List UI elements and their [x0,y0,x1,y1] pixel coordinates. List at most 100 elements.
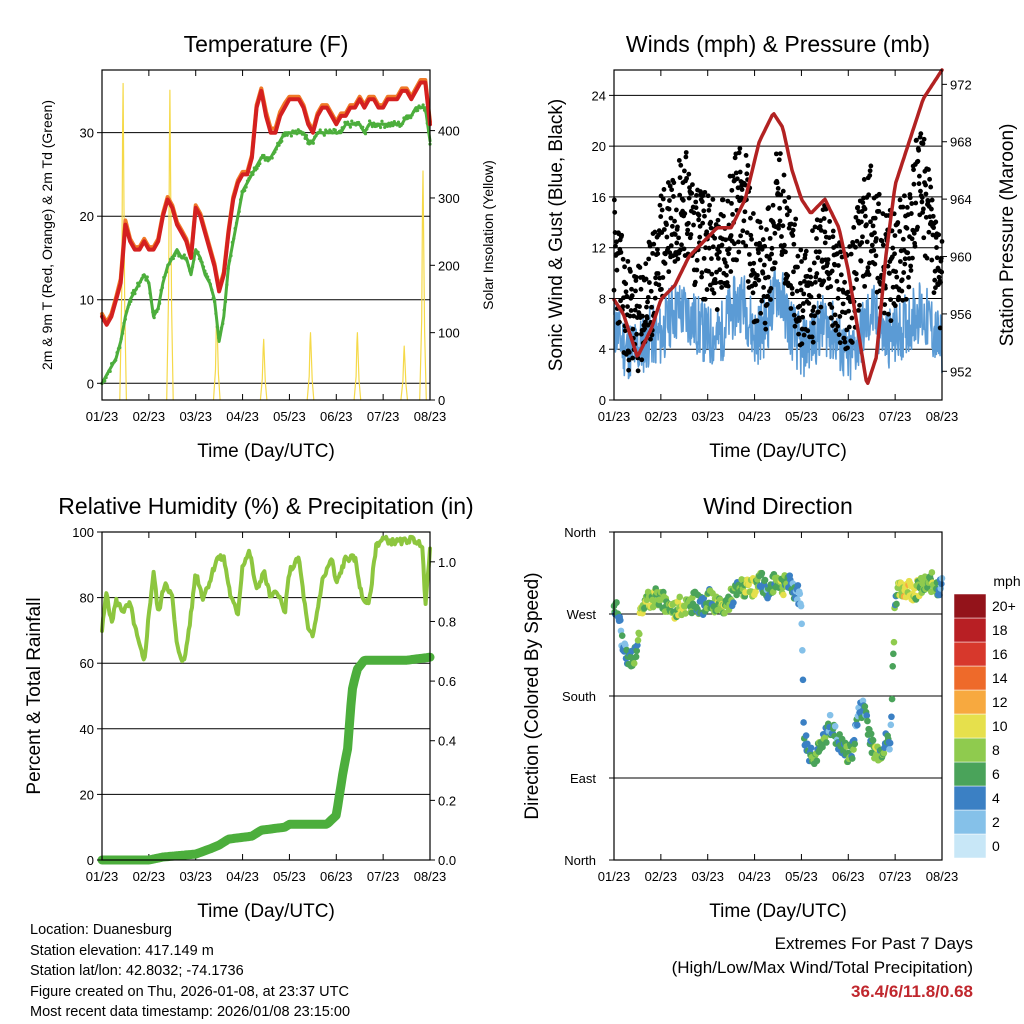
dewpoint-point-40 [155,309,159,314]
gust-point-114 [653,275,658,281]
dewpoint-point-162 [322,133,326,137]
x-tick-label-0-0: 01/23 [86,409,119,424]
gust-point-628 [840,301,846,307]
gust-point-879 [932,277,938,283]
gust-point-845 [919,195,925,200]
direction-point-239 [761,576,769,584]
gust-point-438 [771,266,777,271]
dewpoint-point-131 [280,139,284,143]
dewpoint-point-118 [262,153,266,158]
direction-point-54 [644,588,652,596]
dewpoint-point-204 [380,119,384,123]
y2-tick-label-2-5: 1.0 [438,555,456,570]
gust-point-841 [918,131,924,137]
gust-point-166 [672,218,677,224]
colorbar-label-10: 20+ [992,598,1016,614]
dewpoint-point-105 [244,185,248,189]
gust-point-205 [686,171,692,177]
dewpoint-point-85 [217,336,221,340]
gust-point-48 [629,286,634,292]
dewpoint-point-67 [192,257,196,262]
dewpoint-point-38 [152,316,156,320]
gust-point-519 [800,301,806,306]
gust-point-164 [671,180,677,186]
gust-point-7 [614,239,619,245]
gust-point-201 [684,231,690,237]
dewpoint-point-216 [396,120,401,124]
dewpoint-point-170 [333,128,337,132]
gust-point-41 [626,357,632,363]
gust-point-94 [645,294,651,300]
gust-point-670 [856,308,861,313]
gust-point-537 [807,267,813,273]
gust-point-145 [664,234,670,240]
gust-point-235 [697,234,703,240]
x-tick-label-2-3: 04/23 [226,869,259,884]
dewpoint-point-142 [295,132,299,136]
gust-point-113 [652,295,658,301]
gust-point-610 [834,243,839,249]
dewpoint-point-18 [125,309,129,314]
dewpoint-point-65 [189,269,193,274]
gust-point-158 [669,187,675,193]
gust-point-103 [649,304,654,310]
x-tick-label-0-1: 02/23 [133,409,166,424]
gust-point-812 [907,195,913,201]
chart-title-1: Winds (mph) & Pressure (mb) [626,31,930,57]
gust-point-424 [766,205,772,211]
extremes-title: Extremes For Past 7 Days [774,934,973,953]
gust-point-353 [740,228,746,234]
direction-point-443 [890,638,898,646]
gust-point-687 [862,283,868,289]
chart-title-2: Relative Humidity (%) & Precipitation (i… [58,493,473,519]
gust-point-623 [838,272,844,278]
gust-point-789 [899,288,905,294]
gust-point-285 [715,217,721,223]
direction-point-224 [752,588,759,596]
gust-point-340 [735,185,741,191]
y-axis-label-3: Direction (Colored By Speed) [522,572,543,819]
colorbar-label-4: 8 [992,742,1000,758]
gust-point-120 [655,251,661,257]
direction-point-291 [794,582,802,589]
gust-point-121 [655,271,661,276]
gust-point-227 [694,267,700,273]
dewpoint-point-100 [237,209,241,214]
chart-title-3: Wind Direction [703,493,853,519]
gust-point-8 [614,267,620,273]
gust-point-367 [745,163,751,168]
gust-point-727 [876,191,882,197]
gust-point-775 [894,274,900,280]
dewpoint-point-110 [251,172,255,177]
gust-point-818 [910,255,915,261]
gust-point-752 [885,311,891,317]
dewpoint-point-210 [388,124,392,128]
gust-point-445 [773,151,779,157]
gust-point-183 [678,162,684,168]
dewpoint-point-205 [381,122,385,126]
dewpoint-point-226 [410,113,414,117]
y2-tick-label-0-2: 200 [438,258,460,273]
gust-point-420 [764,301,770,307]
gust-point-175 [675,256,681,262]
dewpoint-point-11 [115,351,119,355]
x-tick-label-2-2: 03/23 [179,869,212,884]
direction-point-330 [819,743,826,751]
gust-point-712 [871,248,877,253]
gust-point-377 [749,236,754,242]
gust-point-662 [853,244,858,250]
gust-point-123 [656,282,662,288]
dewpoint-point-219 [400,122,405,126]
dewpoint-point-10 [114,358,118,362]
gust-point-882 [933,219,939,225]
gust-point-2 [612,209,618,215]
gust-point-61 [633,274,639,280]
gust-point-641 [845,289,851,295]
gust-point-51 [630,355,636,361]
dewpoint-point-14 [119,337,123,341]
gust-point-566 [818,218,823,224]
gust-point-163 [671,194,676,199]
direction-point-104 [676,593,684,601]
gust-point-89 [644,304,649,310]
